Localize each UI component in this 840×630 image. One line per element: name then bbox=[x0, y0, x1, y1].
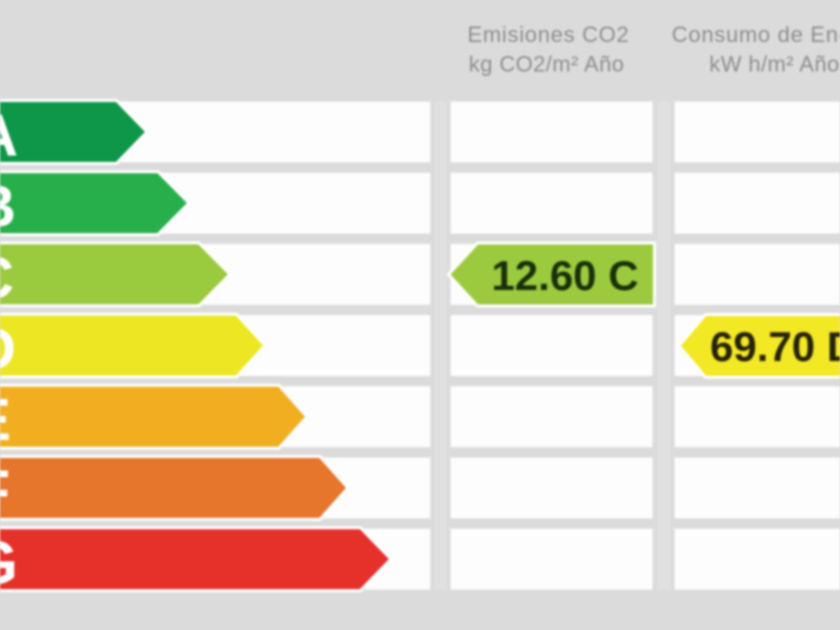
svg-text:A: A bbox=[0, 102, 18, 168]
svg-text:B: B bbox=[0, 174, 16, 240]
svg-text:Emisiones CO2: Emisiones CO2 bbox=[468, 22, 630, 47]
svg-text:12.60 C: 12.60 C bbox=[491, 252, 638, 299]
svg-text:kW h/m² Año: kW h/m² Año bbox=[709, 52, 839, 77]
svg-text:G: G bbox=[0, 529, 18, 598]
svg-text:Consumo de Energía: Consumo de Energía bbox=[672, 22, 840, 47]
svg-text:C: C bbox=[0, 245, 14, 311]
svg-text:E: E bbox=[0, 387, 11, 453]
svg-text:D: D bbox=[0, 316, 16, 382]
svg-text:F: F bbox=[0, 458, 10, 524]
svg-text:69.70 D: 69.70 D bbox=[710, 323, 840, 370]
svg-text:kg CO2/m² Año: kg CO2/m² Año bbox=[469, 52, 625, 77]
